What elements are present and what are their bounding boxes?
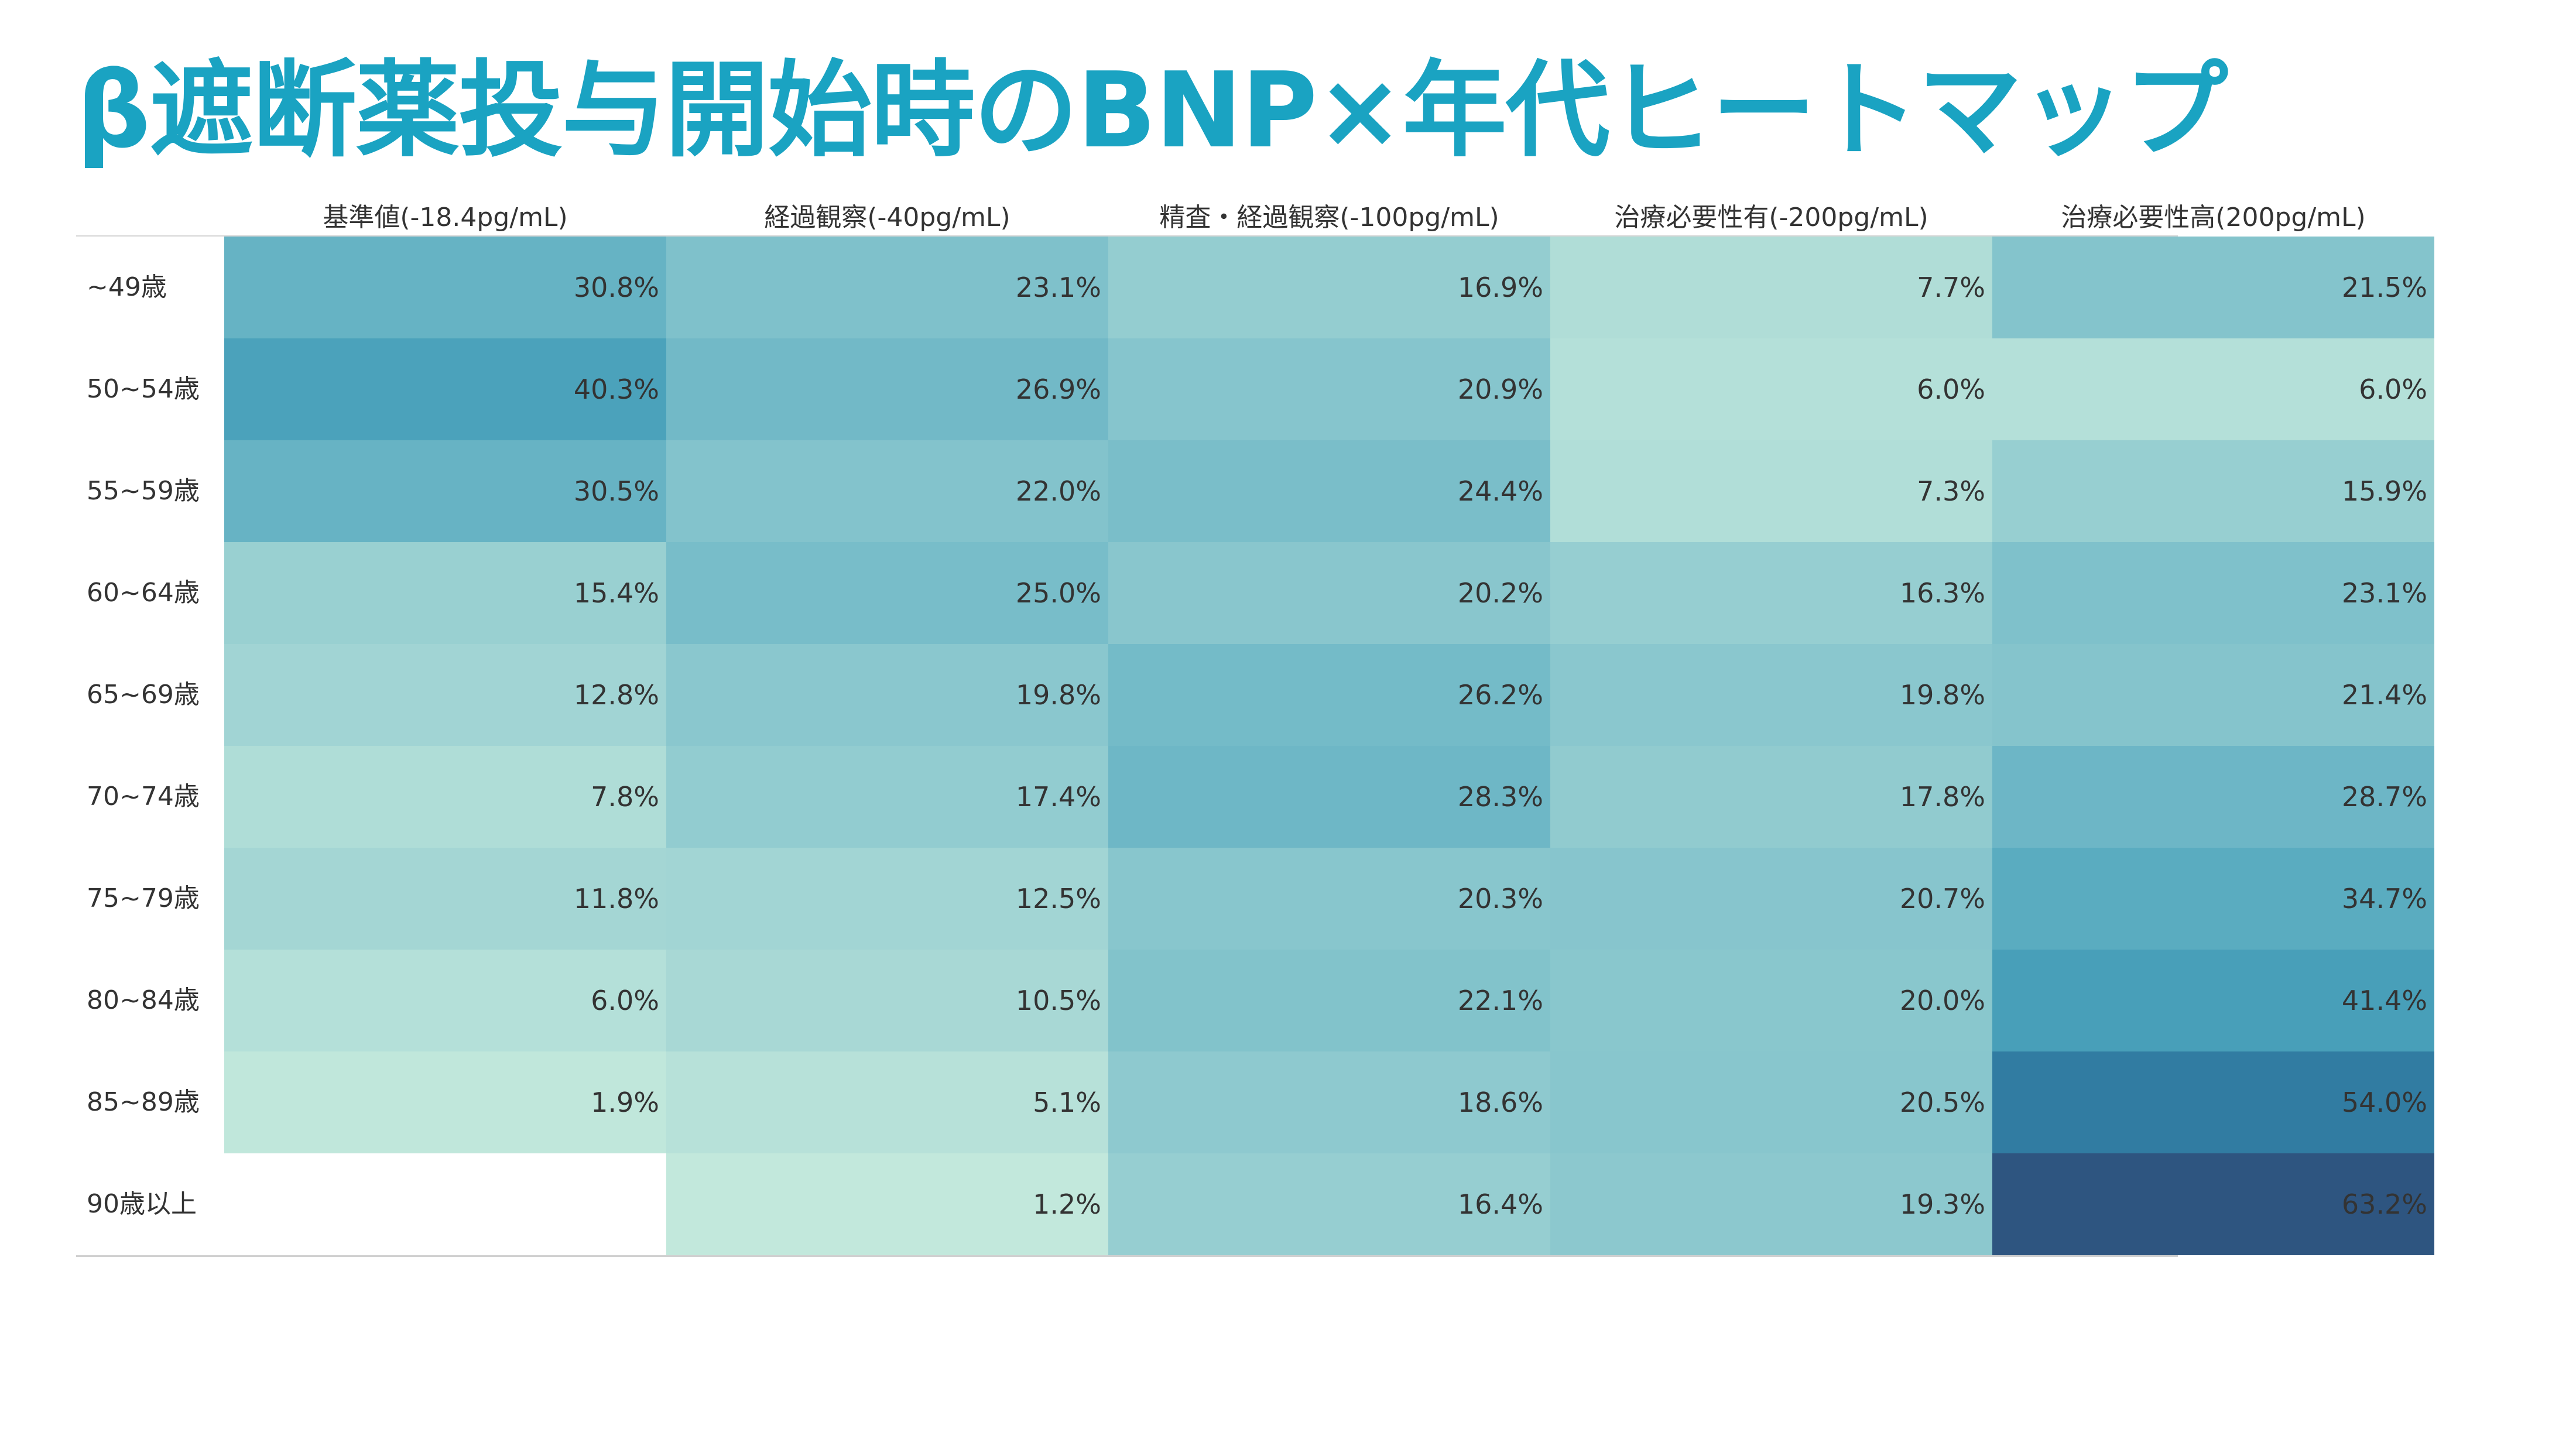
heatmap-cell: 20.5% <box>1550 1051 1992 1153</box>
row-label: 90歳以上 <box>87 1189 197 1219</box>
heatmap-cell: 7.7% <box>1550 237 1992 338</box>
column-header: 治療必要性有(-200pg/mL) <box>1614 203 1928 232</box>
heatmap-cell: 15.4% <box>224 542 666 644</box>
heatmap-cell: 19.3% <box>1550 1153 1992 1255</box>
heatmap-cell: 30.5% <box>224 440 666 542</box>
heatmap-cell: 21.4% <box>1992 644 2434 746</box>
heatmap-cell: 6.0% <box>1992 338 2434 440</box>
column-header: 基準値(-18.4pg/mL) <box>323 203 568 232</box>
heatmap-cell: 20.2% <box>1108 542 1550 644</box>
heatmap-cell: 41.4% <box>1992 950 2434 1051</box>
heatmap-cell: 19.8% <box>1550 644 1992 746</box>
heatmap-cell: 12.8% <box>224 644 666 746</box>
heatmap-cell: 20.7% <box>1550 848 1992 950</box>
column-header: 精査・経過観察(-100pg/mL) <box>1159 203 1499 232</box>
column-header: 経過観察(-40pg/mL) <box>764 203 1010 232</box>
heatmap-cell: 28.7% <box>1992 746 2434 848</box>
row-label: ~49歳 <box>87 272 167 302</box>
bottom-divider <box>76 1255 2178 1257</box>
heatmap-cell: 18.6% <box>1108 1051 1550 1153</box>
heatmap-cell: 54.0% <box>1992 1051 2434 1153</box>
heatmap-cell: 24.4% <box>1108 440 1550 542</box>
row-label: 65~69歳 <box>87 680 200 710</box>
heatmap-cell: 20.0% <box>1550 950 1992 1051</box>
heatmap-cell: 15.9% <box>1992 440 2434 542</box>
row-label: 60~64歳 <box>87 578 200 608</box>
row-label: 50~54歳 <box>87 374 200 404</box>
heatmap-cell: 6.0% <box>1550 338 1992 440</box>
heatmap-cell: 40.3% <box>224 338 666 440</box>
heatmap-cell: 6.0% <box>224 950 666 1051</box>
heatmap-cell: 23.1% <box>1992 542 2434 644</box>
row-label: 55~59歳 <box>87 476 200 506</box>
heatmap-cell: 20.9% <box>1108 338 1550 440</box>
heatmap-cell: 11.8% <box>224 848 666 950</box>
heatmap-cell: 10.5% <box>666 950 1108 1051</box>
row-label: 85~89歳 <box>87 1087 200 1117</box>
heatmap-cell: 5.1% <box>666 1051 1108 1153</box>
heatmap-cell: 22.0% <box>666 440 1108 542</box>
heatmap-cell: 25.0% <box>666 542 1108 644</box>
heatmap-cell: 17.8% <box>1550 746 1992 848</box>
heatmap-cell: 28.3% <box>1108 746 1550 848</box>
page-title: β遮断薬投与開始時のBNP×年代ヒートマップ <box>76 50 2228 171</box>
heatmap-cell: 22.1% <box>1108 950 1550 1051</box>
heatmap-cell: 21.5% <box>1992 237 2434 338</box>
heatmap-cell: 30.8% <box>224 237 666 338</box>
row-label: 70~74歳 <box>87 782 200 811</box>
heatmap-cell: 12.5% <box>666 848 1108 950</box>
row-label: 80~84歳 <box>87 985 200 1015</box>
heatmap-cell: 16.4% <box>1108 1153 1550 1255</box>
heatmap-cell: 20.3% <box>1108 848 1550 950</box>
column-header: 治療必要性高(200pg/mL) <box>2061 203 2366 232</box>
heatmap-cell: 26.9% <box>666 338 1108 440</box>
heatmap-cell: 26.2% <box>1108 644 1550 746</box>
heatmap-cell: 23.1% <box>666 237 1108 338</box>
header-divider <box>76 235 2178 237</box>
heatmap-cell: 63.2% <box>1992 1153 2434 1255</box>
heatmap-cell: 1.2% <box>666 1153 1108 1255</box>
row-label: 75~79歳 <box>87 883 200 913</box>
heatmap-cell: 16.3% <box>1550 542 1992 644</box>
heatmap-cell: 19.8% <box>666 644 1108 746</box>
heatmap-cell: 16.9% <box>1108 237 1550 338</box>
heatmap-cell <box>224 1153 666 1255</box>
heatmap-cell: 17.4% <box>666 746 1108 848</box>
heatmap-cell: 7.3% <box>1550 440 1992 542</box>
heatmap-cell: 34.7% <box>1992 848 2434 950</box>
heatmap-cell: 7.8% <box>224 746 666 848</box>
heatmap-cell: 1.9% <box>224 1051 666 1153</box>
